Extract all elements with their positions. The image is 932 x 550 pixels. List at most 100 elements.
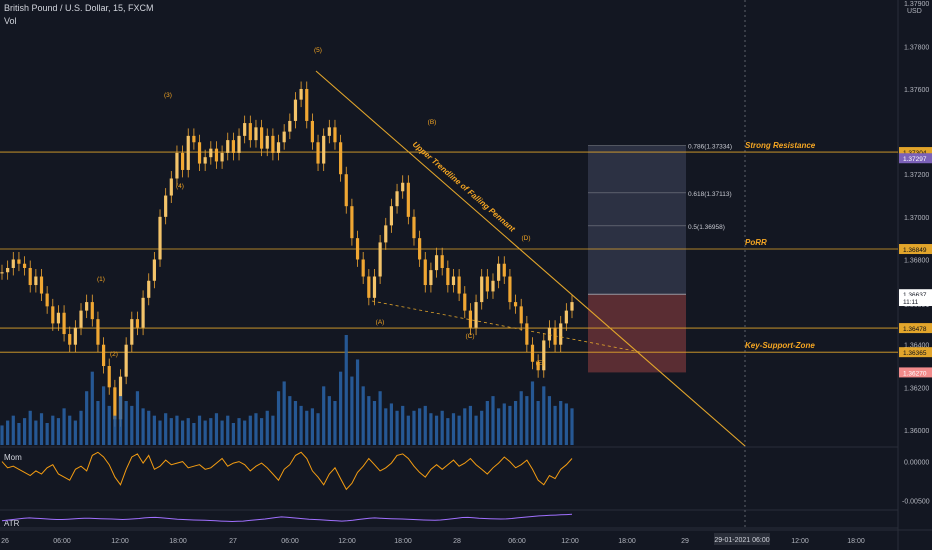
volume-bar-14 [79, 410, 83, 445]
candle-body-53 [299, 88, 303, 100]
candle-body-49 [276, 142, 281, 153]
price-tick-label-top: 1.37900 [904, 1, 929, 8]
volume-bar-71 [401, 405, 405, 445]
volume-bar-52 [293, 401, 298, 445]
volume-bar-58 [327, 396, 331, 445]
candle-body-67 [378, 242, 382, 277]
date-highlight-label: 29-01-2021 06:00 [714, 537, 769, 544]
time-tick-label-10: 12:00 [561, 538, 579, 545]
candle-body-47 [265, 135, 269, 149]
candle-body-86 [485, 276, 489, 292]
volume-bar-8 [45, 423, 49, 445]
price-tick-label-2: 1.36400 [904, 343, 929, 350]
level-price-tag-0 [899, 147, 932, 158]
candle-body-81 [457, 276, 461, 294]
trendline-label: Upper Trendline of Falling Pennant [411, 140, 517, 234]
time-tick-label-12: 29 [681, 538, 689, 545]
time-tick-label-5: 06:00 [281, 538, 299, 545]
level-label-0: Strong Resistance [745, 141, 816, 150]
volume-bar-13 [73, 420, 77, 445]
level-price-tag-1 [899, 244, 932, 255]
fib-label-2: 0.5(1.36958) [688, 224, 725, 231]
candle-body-69 [389, 206, 394, 226]
profit-target-zone[interactable] [588, 145, 686, 295]
candle-body-54 [305, 88, 309, 121]
candle-body-78 [440, 255, 444, 268]
candle-body-88 [497, 263, 501, 281]
volume-bar-4 [22, 418, 27, 445]
volume-bar-47 [265, 410, 269, 445]
wave-label-6: (B) [428, 119, 437, 126]
candle-body-56 [316, 142, 320, 164]
candle-body-59 [333, 127, 337, 143]
volume-bar-74 [418, 408, 422, 445]
candle-body-71 [401, 182, 405, 192]
volume-bar-86 [485, 401, 489, 445]
volume-bar-3 [17, 423, 21, 445]
time-tick-label-2: 12:00 [111, 538, 129, 545]
price-tag-text-1: 1.36637 [903, 292, 927, 299]
volume-bar-53 [299, 405, 303, 445]
volume-bar-75 [423, 405, 427, 445]
candle-body-2 [11, 259, 15, 268]
candle-body-75 [423, 259, 427, 286]
falling-pennant-trendline[interactable] [315, 70, 746, 447]
candle-body-5 [28, 267, 32, 286]
volume-bar-15 [85, 391, 89, 445]
level-price-tag-text-1: 1.36849 [903, 247, 927, 254]
wave-label-0: (1) [97, 276, 105, 283]
volume-bar-46 [260, 418, 264, 445]
candle-body-32 [180, 152, 185, 170]
volume-bar-25 [141, 408, 145, 445]
candle-body-1 [6, 267, 10, 273]
candle-body-64 [361, 259, 365, 277]
wave-label-5: (A) [376, 319, 385, 326]
price-tick-label-1: 1.36200 [904, 385, 929, 392]
volume-bar-5 [28, 410, 32, 445]
volume-bar-94 [530, 381, 535, 445]
candle-body-92 [519, 306, 523, 324]
candle-body-31 [175, 152, 179, 179]
volume-bar-95 [536, 401, 540, 445]
candle-body-43 [243, 123, 247, 136]
volume-bar-69 [389, 403, 394, 445]
volume-bar-26 [147, 410, 151, 445]
volume-bar-43 [243, 420, 247, 445]
volume-bar-56 [316, 413, 320, 445]
price-tag-2 [899, 296, 932, 307]
volume-bar-54 [305, 410, 309, 445]
volume-bar-100 [564, 403, 568, 445]
level-label-1: PoRR [745, 238, 767, 247]
time-tick-label-8: 28 [453, 538, 461, 545]
atr-label: ATR [4, 519, 20, 528]
volume-bar-38 [214, 413, 219, 445]
candle-body-60 [339, 142, 343, 175]
candle-body-87 [491, 280, 495, 292]
candle-body-40 [226, 140, 230, 153]
wave-label-8: (D) [521, 235, 530, 242]
candle-body-38 [214, 148, 219, 162]
price-tick-label-7: 1.37600 [904, 87, 929, 94]
volume-bar-20 [113, 415, 117, 445]
candle-body-51 [288, 120, 292, 132]
volume-bar-98 [553, 405, 557, 445]
currency-label: USD [907, 8, 922, 15]
volume-bar-79 [446, 418, 450, 445]
candle-body-91 [513, 302, 518, 307]
candle-body-30 [169, 178, 173, 196]
stop-loss-zone[interactable] [588, 294, 686, 373]
volume-bar-23 [130, 405, 134, 445]
candle-body-39 [220, 152, 224, 162]
candle-body-96 [542, 340, 546, 371]
candle-body-22 [124, 344, 128, 377]
candle-body-62 [350, 206, 354, 239]
volume-bar-81 [457, 415, 461, 445]
volume-bar-62 [350, 376, 354, 445]
volume-bar-101 [570, 408, 574, 445]
volume-bar-90 [508, 405, 512, 445]
time-tick-label-14: 12:00 [791, 538, 809, 545]
volume-bar-88 [497, 408, 501, 445]
volume-bar-99 [559, 401, 563, 445]
